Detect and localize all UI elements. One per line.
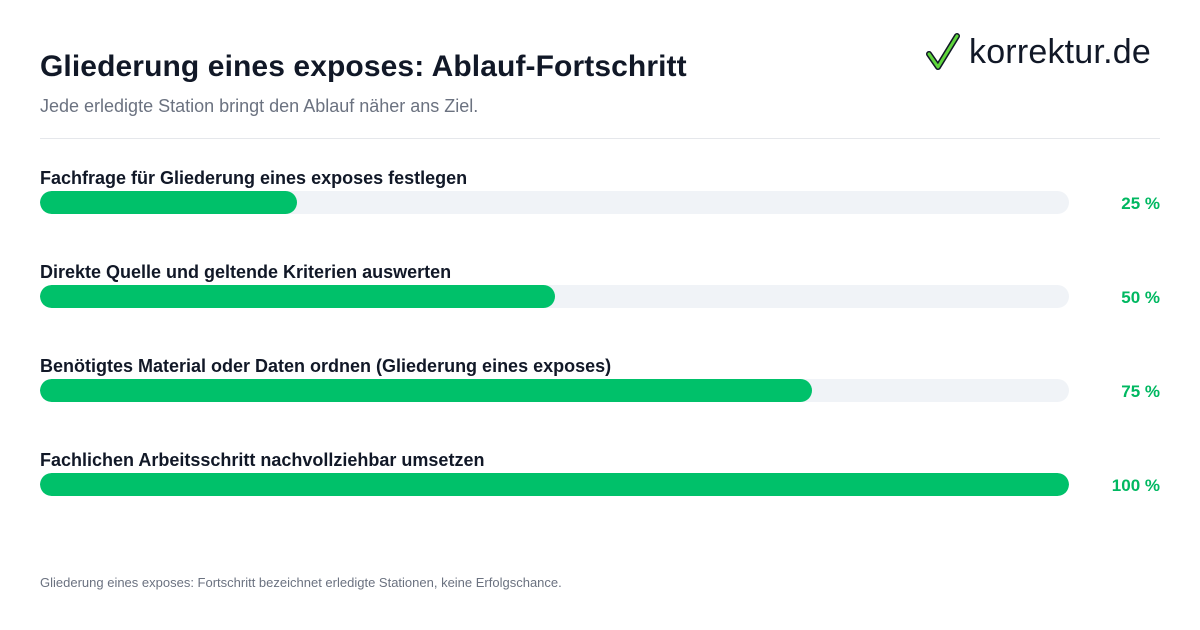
progress-percent-label: 25 %	[1121, 194, 1160, 213]
brand-name: korrektur.de	[969, 33, 1151, 71]
progress-bar-fill	[40, 473, 1069, 496]
chart-title: Gliederung eines exposes: Ablauf-Fortsch…	[40, 50, 687, 83]
brand-logo: korrektur.de	[925, 30, 1151, 74]
progress-row: Direkte Quelle und geltende Kriterien au…	[40, 262, 1160, 322]
progress-bar-fill	[40, 379, 812, 402]
progress-track	[40, 191, 1069, 214]
progress-row: Fachlichen Arbeitsschritt nachvollziehba…	[40, 450, 1160, 510]
progress-percent-label: 75 %	[1121, 382, 1160, 401]
footnote: Gliederung eines exposes: Fortschritt be…	[40, 575, 562, 590]
progress-row-label: Fachlichen Arbeitsschritt nachvollziehba…	[40, 450, 485, 470]
header-divider	[40, 138, 1160, 139]
checkmark-icon	[925, 32, 961, 72]
progress-percent-label: 50 %	[1121, 288, 1160, 307]
progress-track	[40, 285, 1069, 308]
progress-percent-label: 100 %	[1111, 476, 1160, 495]
progress-row-label: Benötigtes Material oder Daten ordnen (G…	[40, 356, 612, 376]
progress-row: Fachfrage für Gliederung eines exposes f…	[40, 168, 1160, 228]
progress-bar-fill	[40, 191, 297, 214]
progress-bar-fill	[40, 285, 555, 308]
progress-track	[40, 473, 1069, 496]
progress-row-label: Fachfrage für Gliederung eines exposes f…	[40, 168, 468, 188]
progress-track	[40, 379, 1069, 402]
progress-row-label: Direkte Quelle und geltende Kriterien au…	[40, 262, 452, 282]
chart-subtitle: Jede erledigte Station bringt den Ablauf…	[40, 96, 479, 116]
progress-row: Benötigtes Material oder Daten ordnen (G…	[40, 356, 1160, 416]
